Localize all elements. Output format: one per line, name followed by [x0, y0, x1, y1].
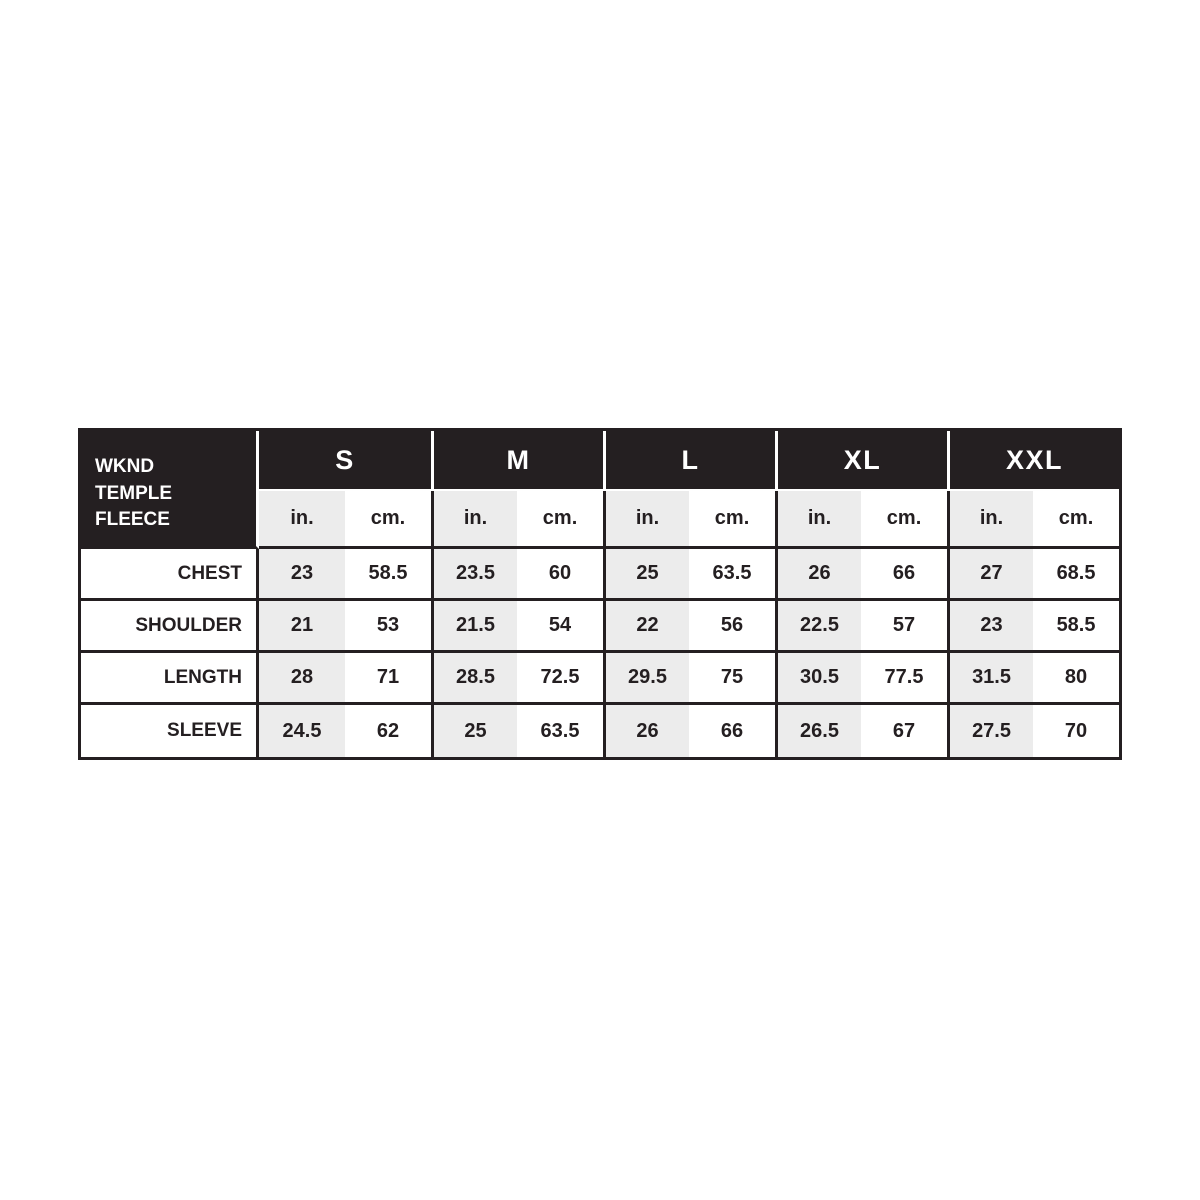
cell-value: 28	[259, 653, 345, 705]
cell-value: 62	[345, 705, 432, 757]
cell-value: 57	[861, 601, 948, 653]
row-label: LENGTH	[81, 653, 259, 705]
size-header-row: WKND TEMPLE FLEECE S M L XL XXL	[81, 431, 1120, 549]
cell-value: 30.5	[775, 653, 862, 705]
cell-value: 21.5	[431, 601, 518, 653]
table-row-length: LENGTH 28 71 28.5 72.5 29.5 75 30.5 77.5…	[81, 653, 1120, 705]
cell-value: 75	[689, 653, 776, 705]
cell-value: 21	[259, 601, 345, 653]
cell-value: 72.5	[517, 653, 604, 705]
cell-value: 25	[431, 705, 518, 757]
cell-value: 80	[1033, 653, 1120, 705]
cell-value: 22	[603, 601, 690, 653]
cell-value: 56	[689, 601, 776, 653]
size-header-xl: XL	[775, 431, 948, 491]
cell-value: 63.5	[689, 549, 776, 601]
unit-header-cm: cm.	[689, 491, 776, 549]
size-header-xxl: XXL	[947, 431, 1120, 491]
cell-value: 23.5	[431, 549, 518, 601]
unit-header-cm: cm.	[345, 491, 432, 549]
unit-header-row: in. cm. in. cm. in. cm. in. cm. in. cm.	[81, 491, 1120, 549]
size-chart: WKND TEMPLE FLEECE S M L XL XXL in. cm. …	[78, 428, 1123, 760]
unit-header-cm: cm.	[517, 491, 604, 549]
cell-value: 31.5	[947, 653, 1034, 705]
product-brand: WKND	[95, 456, 155, 478]
cell-value: 27.5	[947, 705, 1034, 757]
cell-value: 26	[775, 549, 862, 601]
cell-value: 29.5	[603, 653, 690, 705]
unit-header-cm: cm.	[1033, 491, 1120, 549]
product-name: TEMPLE FLEECE	[95, 482, 173, 531]
cell-value: 68.5	[1033, 549, 1120, 601]
size-header-m: M	[431, 431, 604, 491]
cell-value: 26	[603, 705, 690, 757]
unit-header-cm: cm.	[861, 491, 948, 549]
cell-value: 67	[861, 705, 948, 757]
cell-value: 66	[689, 705, 776, 757]
table-row-sleeve: SLEEVE 24.5 62 25 63.5 26 66 26.5 67 27.…	[81, 705, 1120, 757]
size-header-s: S	[259, 431, 432, 491]
cell-value: 23	[259, 549, 345, 601]
cell-value: 26.5	[775, 705, 862, 757]
cell-value: 54	[517, 601, 604, 653]
cell-value: 58.5	[345, 549, 432, 601]
cell-value: 58.5	[1033, 601, 1120, 653]
cell-value: 23	[947, 601, 1034, 653]
cell-value: 71	[345, 653, 432, 705]
cell-value: 53	[345, 601, 432, 653]
cell-value: 27	[947, 549, 1034, 601]
table-row-shoulder: SHOULDER 21 53 21.5 54 22 56 22.5 57 23 …	[81, 601, 1120, 653]
cell-value: 60	[517, 549, 604, 601]
unit-header-in: in.	[259, 491, 345, 549]
row-label: SHOULDER	[81, 601, 259, 653]
product-title-cell: WKND TEMPLE FLEECE	[81, 431, 259, 549]
size-header-l: L	[603, 431, 776, 491]
unit-header-in: in.	[947, 491, 1034, 549]
cell-value: 24.5	[259, 705, 345, 757]
unit-header-in: in.	[775, 491, 862, 549]
cell-value: 25	[603, 549, 690, 601]
unit-header-in: in.	[603, 491, 690, 549]
row-label: SLEEVE	[81, 705, 259, 757]
row-label: CHEST	[81, 549, 259, 601]
cell-value: 70	[1033, 705, 1120, 757]
size-chart-table: WKND TEMPLE FLEECE S M L XL XXL in. cm. …	[78, 428, 1123, 760]
cell-value: 22.5	[775, 601, 862, 653]
cell-value: 77.5	[861, 653, 948, 705]
cell-value: 66	[861, 549, 948, 601]
cell-value: 63.5	[517, 705, 604, 757]
table-row-chest: CHEST 23 58.5 23.5 60 25 63.5 26 66 27 6…	[81, 549, 1120, 601]
cell-value: 28.5	[431, 653, 518, 705]
unit-header-in: in.	[431, 491, 518, 549]
